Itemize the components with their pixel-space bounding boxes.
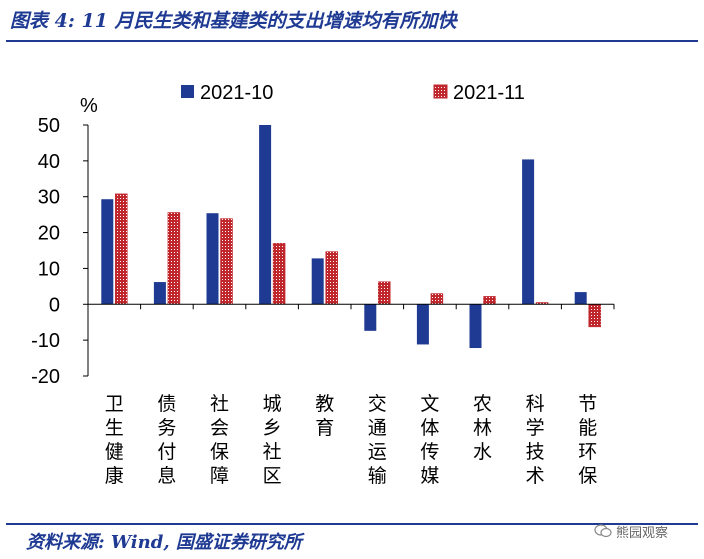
x-category-char: 务	[157, 417, 176, 439]
y-tick-label: 0	[49, 294, 60, 316]
x-category-char: 教	[315, 393, 334, 415]
x-category-char: 保	[210, 441, 229, 463]
x-category-char: 社	[263, 441, 282, 463]
y-tick-label: 20	[38, 223, 60, 245]
x-category-char: 区	[263, 465, 282, 487]
watermark-text: 熊园观察	[616, 525, 669, 541]
x-category-char: 农	[473, 393, 492, 415]
footer-rule	[6, 523, 698, 525]
x-category-char: 乡	[263, 417, 282, 439]
x-category-char: 生	[105, 417, 124, 439]
bar-2021-10-4	[311, 258, 324, 305]
x-category-char: 康	[105, 465, 124, 487]
x-category-char: 媒	[420, 465, 439, 487]
x-category-char: 城	[263, 393, 282, 415]
x-category-char: 文	[420, 393, 439, 415]
x-category-char: 技	[526, 441, 545, 463]
bar-2021-10-2	[206, 213, 219, 305]
bar-2021-11-5	[378, 281, 391, 305]
x-category-char: 会	[210, 417, 229, 439]
y-axis-label: %	[80, 95, 98, 117]
legend-label-2021-10: 2021-10	[200, 82, 273, 104]
y-tick-label: 10	[38, 258, 60, 280]
bar-2021-10-1	[153, 282, 166, 305]
x-category-char: 术	[526, 465, 545, 487]
x-category-char: 育	[315, 417, 334, 439]
legend-swatch-2021-10	[181, 85, 194, 98]
bar-2021-10-3	[259, 125, 272, 305]
x-category-label: 农林水	[473, 393, 492, 463]
x-category-char: 传	[420, 441, 439, 463]
bar-2021-11-2	[220, 218, 233, 305]
bar-2021-10-5	[364, 304, 377, 331]
x-category-char: 息	[157, 465, 176, 487]
y-axis: 50 40 30 20 10 0 -10 -20%	[31, 95, 98, 388]
x-category-char: 健	[105, 441, 124, 463]
y-tick-label: -20	[31, 366, 60, 388]
wechat-icon	[594, 524, 612, 538]
x-category-char: 学	[526, 417, 545, 439]
x-category-char: 障	[210, 465, 229, 487]
x-category-char: 输	[368, 465, 387, 487]
x-category-char: 通	[368, 417, 387, 439]
bar-2021-11-0	[115, 193, 128, 305]
x-category-char: 林	[473, 417, 492, 439]
legend-swatch-2021-11	[433, 84, 448, 99]
x-category-char: 付	[157, 441, 176, 463]
x-category-char: 水	[473, 441, 492, 463]
bar-2021-11-1	[167, 212, 181, 305]
x-category-char: 体	[420, 417, 439, 439]
y-tick-label: 30	[38, 187, 60, 209]
chart-title: 图表 4: 11 月民生类和基建类的支出增速均有所加快	[10, 10, 457, 32]
y-tick-label: 40	[38, 151, 60, 173]
bar-2021-11-9	[588, 304, 601, 328]
x-category-char: 运	[368, 441, 387, 463]
x-category-char: 节	[578, 393, 597, 415]
watermark: 熊园观察	[594, 518, 694, 544]
legend: 2021-10 2021-11	[181, 82, 525, 104]
x-category-char: 科	[526, 393, 545, 415]
bar-2021-11-7	[483, 296, 496, 305]
bar-2021-10-7	[469, 304, 482, 349]
legend-label-2021-11: 2021-11	[453, 82, 525, 104]
x-category-char: 环	[578, 441, 597, 463]
bars	[101, 125, 601, 349]
bar-2021-10-8	[522, 159, 535, 305]
source-note: 资料来源: Wind, 国盛证券研究所	[26, 532, 302, 553]
y-tick-label: -10	[31, 330, 60, 352]
title-rule	[6, 40, 698, 42]
bar-2021-10-6	[416, 304, 429, 345]
bar-2021-11-4	[325, 251, 338, 305]
bar-2021-11-6	[430, 293, 444, 305]
x-category-char: 卫	[105, 393, 124, 415]
x-category-char: 交	[368, 393, 387, 415]
x-category-char: 能	[578, 417, 597, 439]
y-tick-label: 50	[38, 115, 60, 137]
bar-2021-10-9	[574, 292, 587, 305]
x-category-char: 债	[157, 393, 176, 415]
bar-2021-10-0	[101, 199, 114, 305]
x-category-label: 教育	[315, 393, 334, 439]
x-category-char: 保	[578, 465, 597, 487]
x-category-char: 社	[210, 393, 229, 415]
bar-2021-11-3	[272, 243, 286, 305]
